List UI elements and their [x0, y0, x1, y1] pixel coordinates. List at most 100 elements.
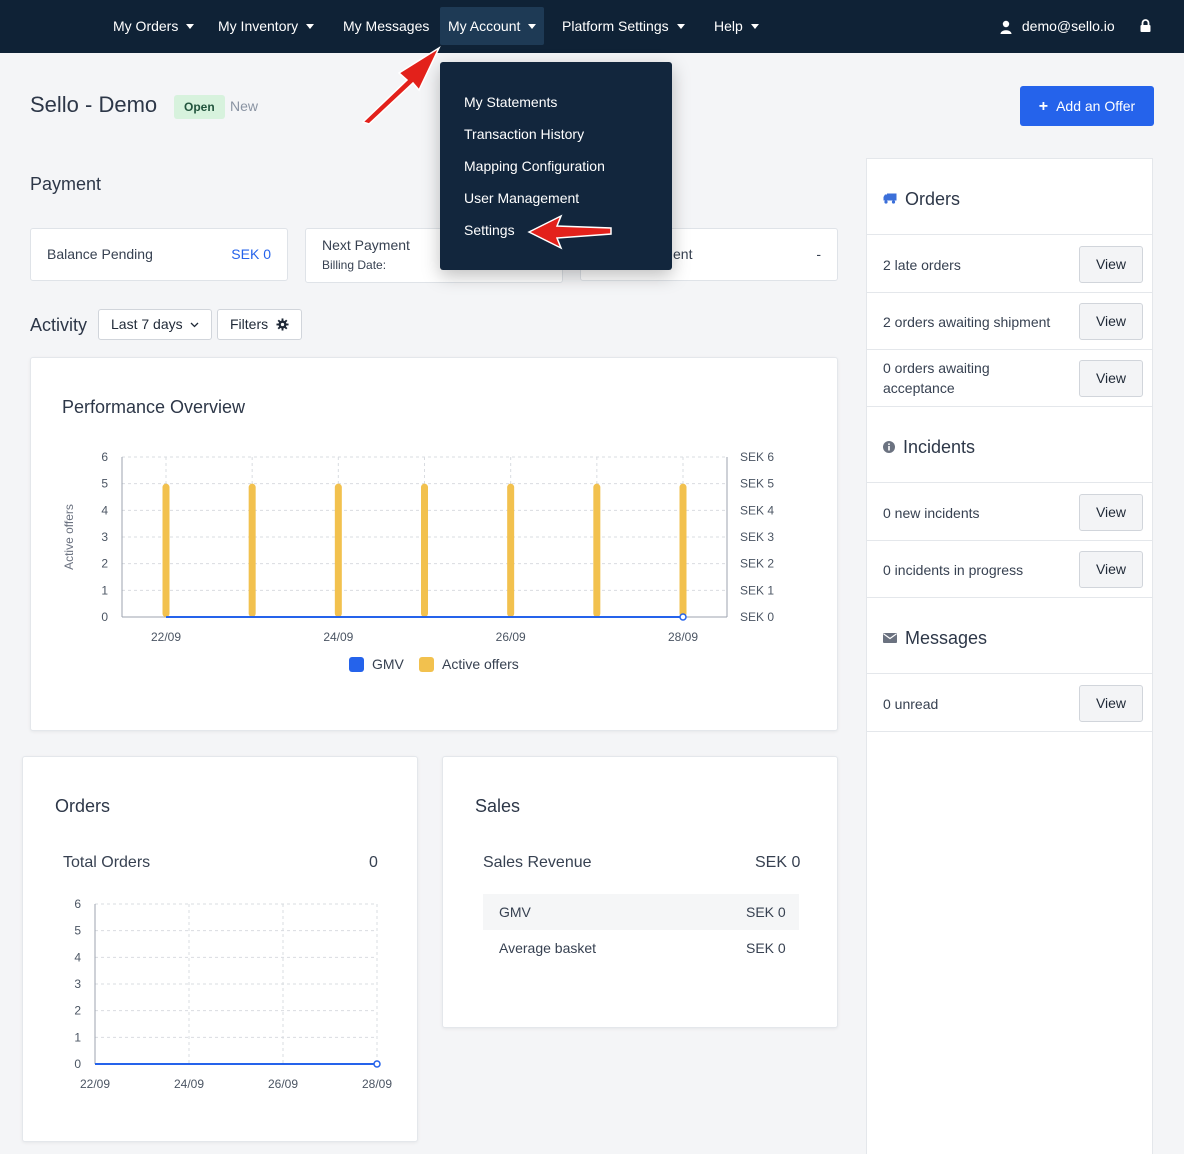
orders-card-title: Orders — [55, 796, 111, 816]
nav-my-messages[interactable]: My Messages — [335, 7, 437, 45]
y2-tick-label: SEK 4 — [740, 503, 774, 517]
payment-title: Payment — [30, 174, 102, 194]
y2-tick-label: SEK 5 — [740, 477, 774, 491]
orders-chart: 0 1 2 3 4 5 6 22/09 24/09 26/09 28/09 — [74, 897, 392, 1091]
view-new-incidents-button[interactable]: View — [1079, 494, 1143, 531]
filters-label: Filters — [230, 316, 269, 332]
total-orders-value: 0 — [369, 854, 378, 871]
orders-summary-title: Orders — [905, 189, 961, 209]
activity-title: Activity — [30, 315, 88, 335]
active-offers-bar — [421, 483, 428, 617]
legend-swatch — [349, 657, 364, 672]
awaiting-shipment-label: 2 orders awaiting shipment — [883, 314, 1051, 330]
balance-pending-card: Balance Pending SEK 0 — [30, 228, 288, 281]
y-tick-label: 4 — [101, 503, 108, 517]
x-tick-label: 22/09 — [80, 1077, 110, 1091]
y-axis-title: Active offers — [62, 504, 76, 570]
user-email: demo@sello.io — [1021, 18, 1115, 34]
view-awaiting-acceptance-button[interactable]: View — [1079, 360, 1143, 397]
annotation-arrow-icon — [527, 214, 612, 250]
y2-tick-label: SEK 0 — [740, 610, 774, 624]
y-tick-label: 3 — [74, 977, 81, 991]
sales-row-label: Average basket — [499, 940, 597, 956]
menu-item-transaction-history[interactable]: Transaction History — [464, 126, 585, 142]
add-offer-label: Add an Offer — [1056, 98, 1136, 114]
plus-icon: + — [1038, 98, 1049, 115]
awaiting-acceptance-row: 0 orders awaiting acceptance View — [867, 350, 1152, 407]
truck-icon — [883, 193, 897, 204]
messages-title: Messages — [905, 628, 988, 648]
menu-item-user-management[interactable]: User Management — [464, 190, 580, 206]
user-icon — [1000, 21, 1012, 35]
annotation-arrow-icon — [361, 46, 441, 125]
nav-my-account[interactable]: My Account — [440, 7, 545, 45]
logout-button[interactable] — [1140, 7, 1151, 45]
y-tick-label: 6 — [101, 450, 108, 464]
active-offers-bar — [162, 483, 170, 617]
menu-item-my-statements[interactable]: My Statements — [464, 94, 558, 110]
billing-date-label: Billing Date: — [322, 258, 387, 272]
user-menu[interactable]: demo@sello.io — [1000, 7, 1115, 45]
awaiting-acceptance-label: 0 orders awaiting acceptance — [883, 360, 990, 396]
nav-my-inventory[interactable]: My Inventory — [210, 7, 322, 45]
legend-label: GMV — [372, 656, 405, 672]
nav-help[interactable]: Help — [706, 7, 767, 45]
y2-tick-label: SEK 1 — [740, 583, 774, 597]
late-orders-label: 2 late orders — [883, 257, 961, 273]
sales-row-gmv: GMV SEK 0 — [483, 894, 799, 930]
nav-my-orders[interactable]: My Orders — [105, 7, 202, 45]
chevron-down-icon — [190, 322, 198, 328]
page-title: Sello - Demo — [30, 92, 158, 117]
nav-my-messages-label: My Messages — [343, 18, 430, 34]
y-tick-label: 5 — [101, 477, 108, 491]
nav-platform-settings-label: Platform Settings — [562, 18, 669, 34]
date-range-dropdown[interactable]: Last 7 days — [98, 309, 212, 340]
x-tick-label: 24/09 — [174, 1077, 204, 1091]
view-late-orders-button[interactable]: View — [1079, 246, 1143, 283]
nav-platform-settings[interactable]: Platform Settings — [554, 7, 693, 45]
view-incidents-in-progress-button[interactable]: View — [1079, 551, 1143, 588]
date-range-label: Last 7 days — [111, 316, 183, 332]
nav-my-orders-label: My Orders — [113, 18, 179, 34]
nav-my-account-label: My Account — [448, 18, 521, 34]
legend-swatch — [419, 657, 434, 672]
y2-tick-label: SEK 6 — [740, 450, 774, 464]
y2-tick-label: SEK 3 — [740, 530, 774, 544]
sales-revenue-label: Sales Revenue — [483, 854, 592, 871]
active-offers-bar — [507, 483, 515, 617]
y-tick-label: 0 — [74, 1057, 81, 1071]
sales-revenue-value: SEK 0 — [755, 854, 801, 871]
y2-tick-label: SEK 2 — [740, 557, 774, 571]
performance-title: Performance Overview — [62, 397, 246, 417]
nav-help-label: Help — [714, 18, 743, 34]
menu-item-settings[interactable]: Settings — [464, 222, 515, 238]
active-offers-bar — [679, 483, 687, 617]
orders-summary-header: Orders — [867, 159, 1152, 235]
balance-pending-value[interactable]: SEK 0 — [231, 246, 271, 262]
caret-down-icon — [750, 23, 759, 29]
status-badge: Open — [174, 95, 225, 119]
active-offers-bar — [593, 483, 601, 617]
incidents-in-progress-label: 0 incidents in progress — [883, 562, 1024, 578]
x-tick-label: 28/09 — [668, 630, 698, 644]
add-offer-button[interactable]: + Add an Offer — [1020, 86, 1154, 126]
performance-chart: 0 1 2 3 4 5 6 SEK 0 SEK 1 SEK 2 SEK 3 SEK 4 SEK 5 SEK… — [62, 450, 774, 672]
filters-button[interactable]: Filters — [217, 309, 303, 340]
new-incidents-label: 0 new incidents — [883, 505, 980, 521]
view-messages-button[interactable]: View — [1079, 685, 1143, 722]
envelope-icon — [883, 633, 897, 643]
menu-item-mapping-configuration[interactable]: Mapping Configuration — [464, 158, 605, 174]
messages-header: Messages — [867, 598, 1152, 674]
y-tick-label: 1 — [74, 1030, 81, 1044]
new-incidents-row: 0 new incidents View — [867, 484, 1152, 541]
sales-card: Sales Sales Revenue SEK 0 GMV SEK 0 Aver… — [442, 756, 838, 1028]
sales-row-average-basket: Average basket SEK 0 — [483, 930, 799, 966]
caret-down-icon — [676, 23, 685, 29]
y-tick-label: 0 — [101, 610, 108, 624]
view-awaiting-shipment-button[interactable]: View — [1079, 303, 1143, 340]
sales-row-label: GMV — [499, 904, 531, 920]
y-tick-label: 2 — [101, 557, 108, 571]
next-payment-label: Next Payment — [322, 237, 410, 253]
orders-point — [373, 1060, 381, 1068]
caret-down-icon — [306, 23, 315, 29]
